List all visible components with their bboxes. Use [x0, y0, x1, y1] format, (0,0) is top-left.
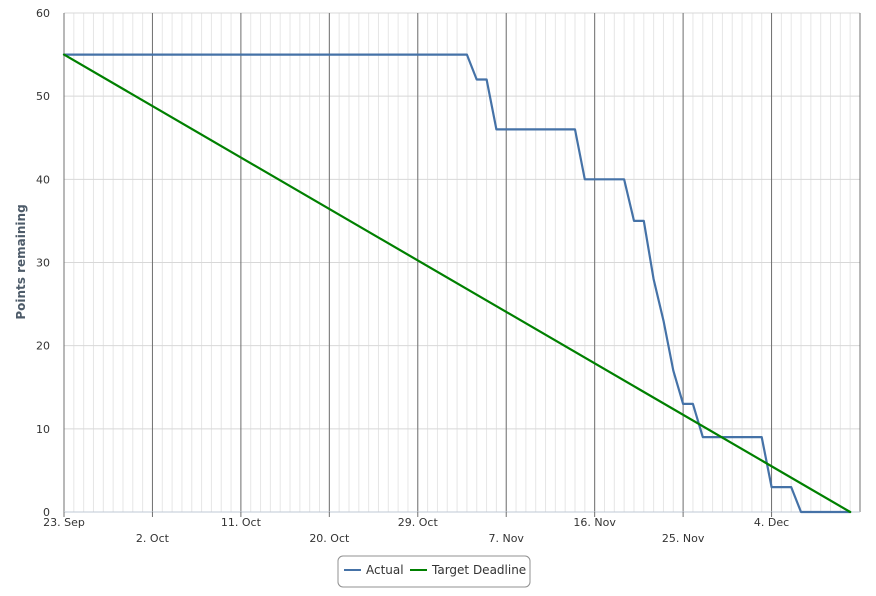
- y-tick-label: 40: [36, 173, 50, 186]
- plot-area: [64, 13, 861, 513]
- series-line-actual[interactable]: [62, 53, 852, 514]
- legend-target-label: Target Deadline: [431, 563, 526, 577]
- legend-item-target-deadline[interactable]: Target Deadline: [410, 563, 526, 577]
- y-tick-label: 0: [43, 506, 50, 519]
- major-grid: [63, 12, 860, 513]
- x-tick-label: 23. Sep: [43, 516, 85, 529]
- y-axis-title: Points remaining: [14, 204, 28, 319]
- legend-item-actual[interactable]: Actual: [344, 563, 404, 577]
- x-axis: 23. Sep 2. Oct 11. Oct 20. Oct 29. Oct 7. Nov…: [43, 512, 789, 545]
- y-tick-label: 60: [36, 7, 50, 20]
- series-line-target-deadline[interactable]: [62, 53, 852, 514]
- series-layer: [62, 53, 852, 514]
- x-tick-label: 20. Oct: [309, 532, 350, 545]
- x-tick-label: 16. Nov: [573, 516, 616, 529]
- x-tick-label: 11. Oct: [221, 516, 262, 529]
- y-tick-label: 10: [36, 423, 50, 436]
- x-tick-label: 25. Nov: [662, 532, 705, 545]
- x-tick-label: 2. Oct: [136, 532, 170, 545]
- legend-actual-label: Actual: [366, 563, 404, 577]
- y-axis: 0 10 20 30 40 50 60: [36, 7, 50, 519]
- y-tick-label: 30: [36, 257, 50, 270]
- x-tick-label: 7. Nov: [488, 532, 524, 545]
- x-tick-label: 29. Oct: [398, 516, 439, 529]
- legend: Actual Target Deadline: [337, 555, 531, 588]
- y-tick-label: 50: [36, 90, 50, 103]
- y-tick-label: 20: [36, 340, 50, 353]
- legend-box: [337, 555, 531, 588]
- x-tick-label: 4. Dec: [754, 516, 789, 529]
